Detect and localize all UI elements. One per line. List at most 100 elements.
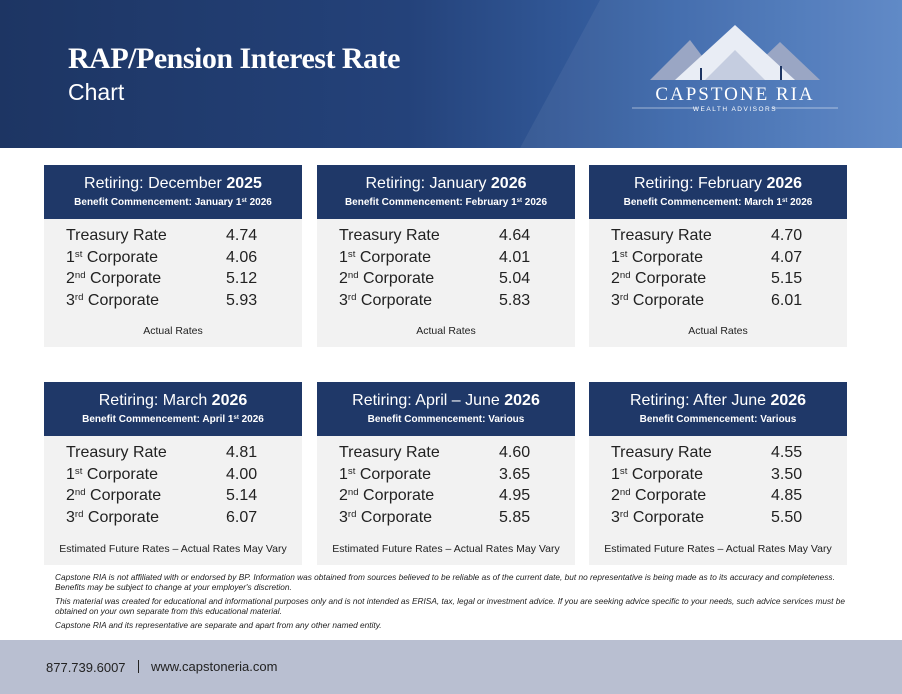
commencement-label: Benefit Commencement: xyxy=(623,197,742,208)
logo-name: CAPSTONE RIA xyxy=(655,84,814,105)
rate-value: 5.50 xyxy=(771,508,803,526)
commencement-sup: st xyxy=(233,415,239,421)
rate-value: 4.85 xyxy=(771,487,803,504)
ordinal: 3 xyxy=(611,508,620,526)
rate-label: Corporate xyxy=(363,270,435,287)
rate-label: Corporate xyxy=(632,291,705,309)
rate-row: Treasury Rate 4.60 xyxy=(339,444,575,466)
card-note: Actual Rates xyxy=(416,325,476,337)
commencement-sup: st xyxy=(516,198,523,204)
commencement-text: Various xyxy=(488,414,525,425)
card-header: Retiring: After June 2026 Benefit Commenc… xyxy=(589,382,847,436)
period: February xyxy=(697,175,762,192)
rate-label: Treasury Rate xyxy=(339,227,440,244)
rate-row: 3rd Corporate 5.85 xyxy=(339,509,575,531)
rate-row: 2nd Corporate 5.04 xyxy=(339,270,575,292)
period: After June xyxy=(693,392,767,409)
rate-value: 5.15 xyxy=(771,270,803,287)
rates: Treasury Rate 4.55 1st Corporate 3.50 2nd Co… xyxy=(589,436,847,530)
commencement-text: March 1 xyxy=(744,197,782,208)
rate-label: Corporate xyxy=(87,508,160,526)
rate-row: 2nd Corporate 5.15 xyxy=(611,270,847,292)
disclaimer: This material was created for educationa… xyxy=(55,596,846,616)
rate-card: Retiring: January 2026 Benefit Commenceme… xyxy=(317,165,575,347)
rate-value: 4.06 xyxy=(226,248,258,266)
rate-value: 4.74 xyxy=(226,227,258,244)
website: www.capstoneria.com xyxy=(138,660,277,673)
ordinal: 1 xyxy=(611,465,620,483)
commencement-sup: st xyxy=(782,198,788,204)
rates: Treasury Rate 4.81 1st Corporate 4.00 2nd Co… xyxy=(44,436,302,530)
ordinal-suffix: rd xyxy=(619,291,629,303)
ordinal: 1 xyxy=(66,465,75,483)
ordinal-suffix: st xyxy=(74,248,83,260)
rates: Treasury Rate 4.70 1st Corporate 4.07 2nd Co… xyxy=(589,219,847,313)
ordinal: 1 xyxy=(611,248,620,266)
rate-card: Retiring: April – June 2026 Benefit Comme… xyxy=(317,382,575,565)
ordinal-suffix: nd xyxy=(74,487,86,499)
retiring-line: Retiring: January 2026 xyxy=(317,175,575,193)
retiring-line: Retiring: December 2025 xyxy=(44,175,302,193)
commencement-label: Benefit Commencement: xyxy=(639,414,758,425)
retiring-line: Retiring: March 2026 xyxy=(44,392,302,410)
period: December xyxy=(148,175,222,192)
rate-row: 3rd Corporate 5.50 xyxy=(611,509,847,531)
rate-row: 2nd Corporate 4.85 xyxy=(611,487,847,509)
rate-label: Corporate xyxy=(87,291,160,309)
header: RAP/Pension Interest Rate Chart CAPSTONE… xyxy=(0,0,902,148)
rate-row: Treasury Rate 4.55 xyxy=(611,444,847,466)
commencement-text: April 1 xyxy=(202,414,234,425)
year: 2026 xyxy=(490,175,527,192)
rate-value: 5.83 xyxy=(499,291,531,309)
rate-label: Corporate xyxy=(631,248,703,266)
disclaimer: Capstone RIA is not affiliated with or e… xyxy=(55,572,835,592)
card-note: Actual Rates xyxy=(688,325,748,337)
rate-label: Corporate xyxy=(363,487,435,504)
ordinal-suffix: rd xyxy=(347,291,357,303)
ordinal: 3 xyxy=(66,508,75,526)
commencement-line: Benefit Commencement: February 1st 2026 xyxy=(317,197,575,208)
rate-row: 3rd Corporate 5.93 xyxy=(66,292,302,314)
ordinal-suffix: nd xyxy=(619,270,631,282)
rate-value: 4.81 xyxy=(226,444,258,461)
commencement-year: 2026 xyxy=(241,414,264,425)
period: March xyxy=(162,392,208,409)
period: January xyxy=(429,175,487,192)
ordinal: 2 xyxy=(339,487,348,504)
ordinal-suffix: rd xyxy=(619,508,629,520)
commencement-line: Benefit Commencement: Various xyxy=(317,414,575,425)
rate-label: Corporate xyxy=(90,487,162,504)
rates: Treasury Rate 4.64 1st Corporate 4.01 2nd Co… xyxy=(317,219,575,313)
rate-row: 3rd Corporate 6.01 xyxy=(611,292,847,314)
rate-value: 5.85 xyxy=(499,508,531,526)
ordinal: 2 xyxy=(611,270,620,287)
ordinal: 2 xyxy=(611,487,620,504)
rate-row: Treasury Rate 4.81 xyxy=(66,444,302,466)
rate-row: Treasury Rate 4.64 xyxy=(339,227,575,249)
commencement-year: 2026 xyxy=(249,197,272,208)
rate-value: 5.04 xyxy=(499,270,531,287)
rate-label: Corporate xyxy=(90,270,162,287)
commencement-text: January 1 xyxy=(194,197,242,208)
card-header: Retiring: January 2026 Benefit Commenceme… xyxy=(317,165,575,219)
retiring-label: Retiring: xyxy=(365,175,426,192)
rate-value: 3.50 xyxy=(771,465,803,483)
rate-label: Corporate xyxy=(86,248,158,266)
commencement-sup: st xyxy=(241,198,247,204)
rate-value: 4.55 xyxy=(771,444,803,461)
ordinal: 3 xyxy=(339,508,348,526)
rate-row: Treasury Rate 4.74 xyxy=(66,227,302,249)
commencement-label: Benefit Commencement: xyxy=(344,197,463,208)
card-header: Retiring: April – June 2026 Benefit Comme… xyxy=(317,382,575,436)
retiring-line: Retiring: February 2026 xyxy=(589,175,847,193)
rate-card: Retiring: December 2025 Benefit Commencem… xyxy=(44,165,302,347)
commencement-label: Benefit Commencement: xyxy=(74,197,192,208)
year: 2026 xyxy=(766,175,803,192)
period: April – June xyxy=(415,392,500,409)
rate-row: Treasury Rate 4.70 xyxy=(611,227,847,249)
ordinal-suffix: st xyxy=(619,248,628,260)
title: RAP/Pension Interest Rate xyxy=(68,42,400,75)
commencement-text: Various xyxy=(760,414,797,425)
commencement-year: 2026 xyxy=(790,197,813,208)
